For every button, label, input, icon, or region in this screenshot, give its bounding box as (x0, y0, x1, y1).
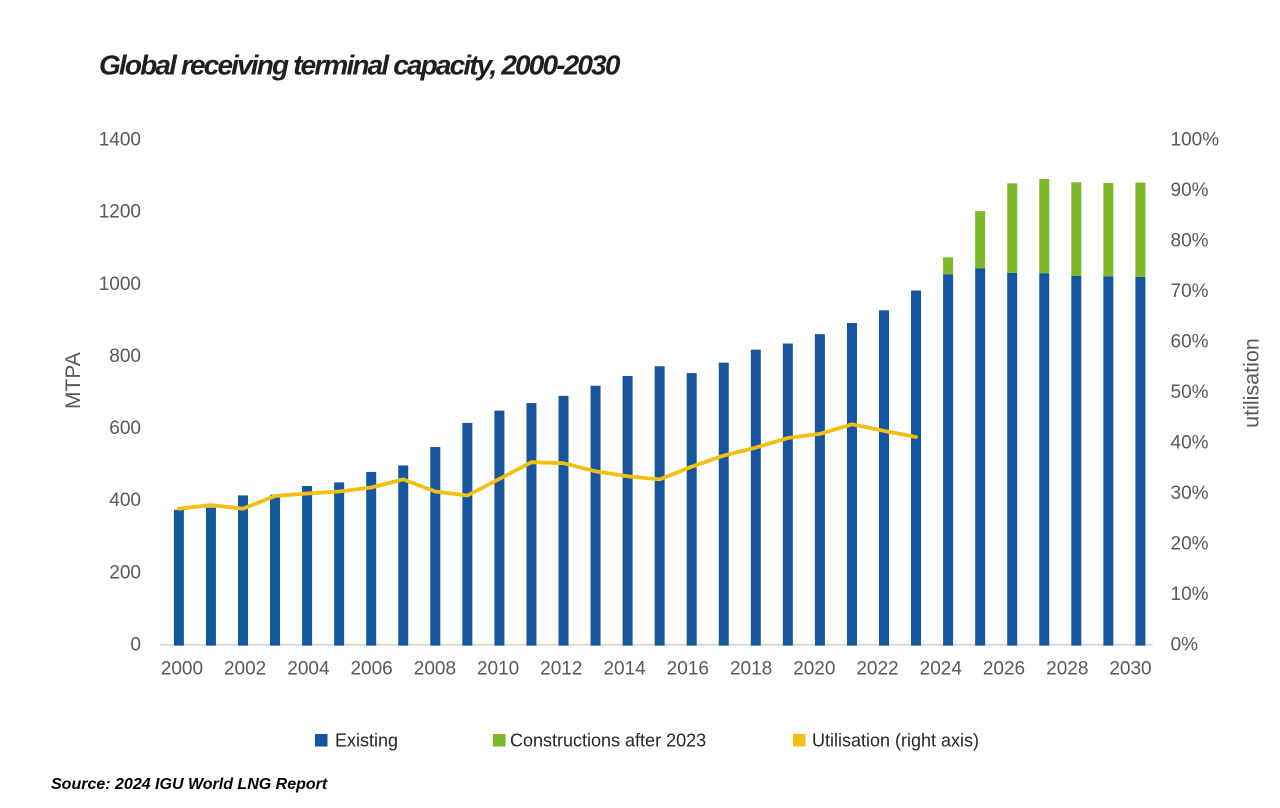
svg-text:2004: 2004 (287, 659, 330, 680)
svg-text:2022: 2022 (856, 659, 898, 680)
svg-text:2006: 2006 (350, 659, 392, 680)
svg-text:1200: 1200 (99, 202, 141, 223)
svg-text:20%: 20% (1171, 534, 1209, 555)
svg-text:400: 400 (109, 490, 141, 511)
svg-text:2028: 2028 (1046, 659, 1088, 680)
svg-text:2010: 2010 (477, 659, 519, 680)
svg-text:80%: 80% (1171, 231, 1209, 252)
svg-text:utilisation: utilisation (1240, 338, 1264, 428)
svg-text:60%: 60% (1171, 332, 1209, 353)
svg-text:800: 800 (109, 346, 141, 367)
svg-text:Source: 2024 IGU World LNG Rep: Source: 2024 IGU World LNG Report (51, 776, 328, 793)
svg-text:Existing: Existing (335, 731, 398, 751)
svg-text:1400: 1400 (99, 130, 141, 151)
svg-text:2008: 2008 (414, 659, 456, 680)
svg-text:200: 200 (109, 562, 141, 583)
svg-text:Utilisation (right axis): Utilisation (right axis) (812, 731, 979, 751)
svg-text:100%: 100% (1171, 130, 1220, 151)
svg-text:2000: 2000 (161, 659, 203, 680)
svg-text:1000: 1000 (99, 274, 141, 295)
svg-text:2018: 2018 (730, 659, 772, 680)
svg-text:2024: 2024 (920, 659, 963, 680)
svg-text:50%: 50% (1171, 382, 1209, 403)
svg-text:2002: 2002 (224, 659, 266, 680)
svg-text:0%: 0% (1171, 635, 1199, 656)
svg-text:0: 0 (130, 635, 141, 656)
svg-text:MTPA: MTPA (62, 352, 85, 409)
svg-text:90%: 90% (1171, 180, 1209, 201)
svg-text:10%: 10% (1171, 584, 1209, 605)
svg-text:2014: 2014 (603, 659, 646, 680)
svg-text:2012: 2012 (540, 659, 582, 680)
svg-text:70%: 70% (1171, 281, 1209, 302)
svg-text:Constructions after 2023: Constructions after 2023 (510, 731, 706, 751)
svg-text:Global receiving terminal capa: Global receiving terminal capacity, 2000… (99, 50, 621, 81)
svg-text:600: 600 (109, 418, 141, 439)
svg-text:30%: 30% (1171, 483, 1209, 504)
svg-text:2026: 2026 (983, 659, 1025, 680)
svg-text:2020: 2020 (793, 659, 835, 680)
svg-text:2016: 2016 (667, 659, 709, 680)
svg-text:40%: 40% (1171, 433, 1209, 454)
svg-text:2030: 2030 (1109, 659, 1151, 680)
